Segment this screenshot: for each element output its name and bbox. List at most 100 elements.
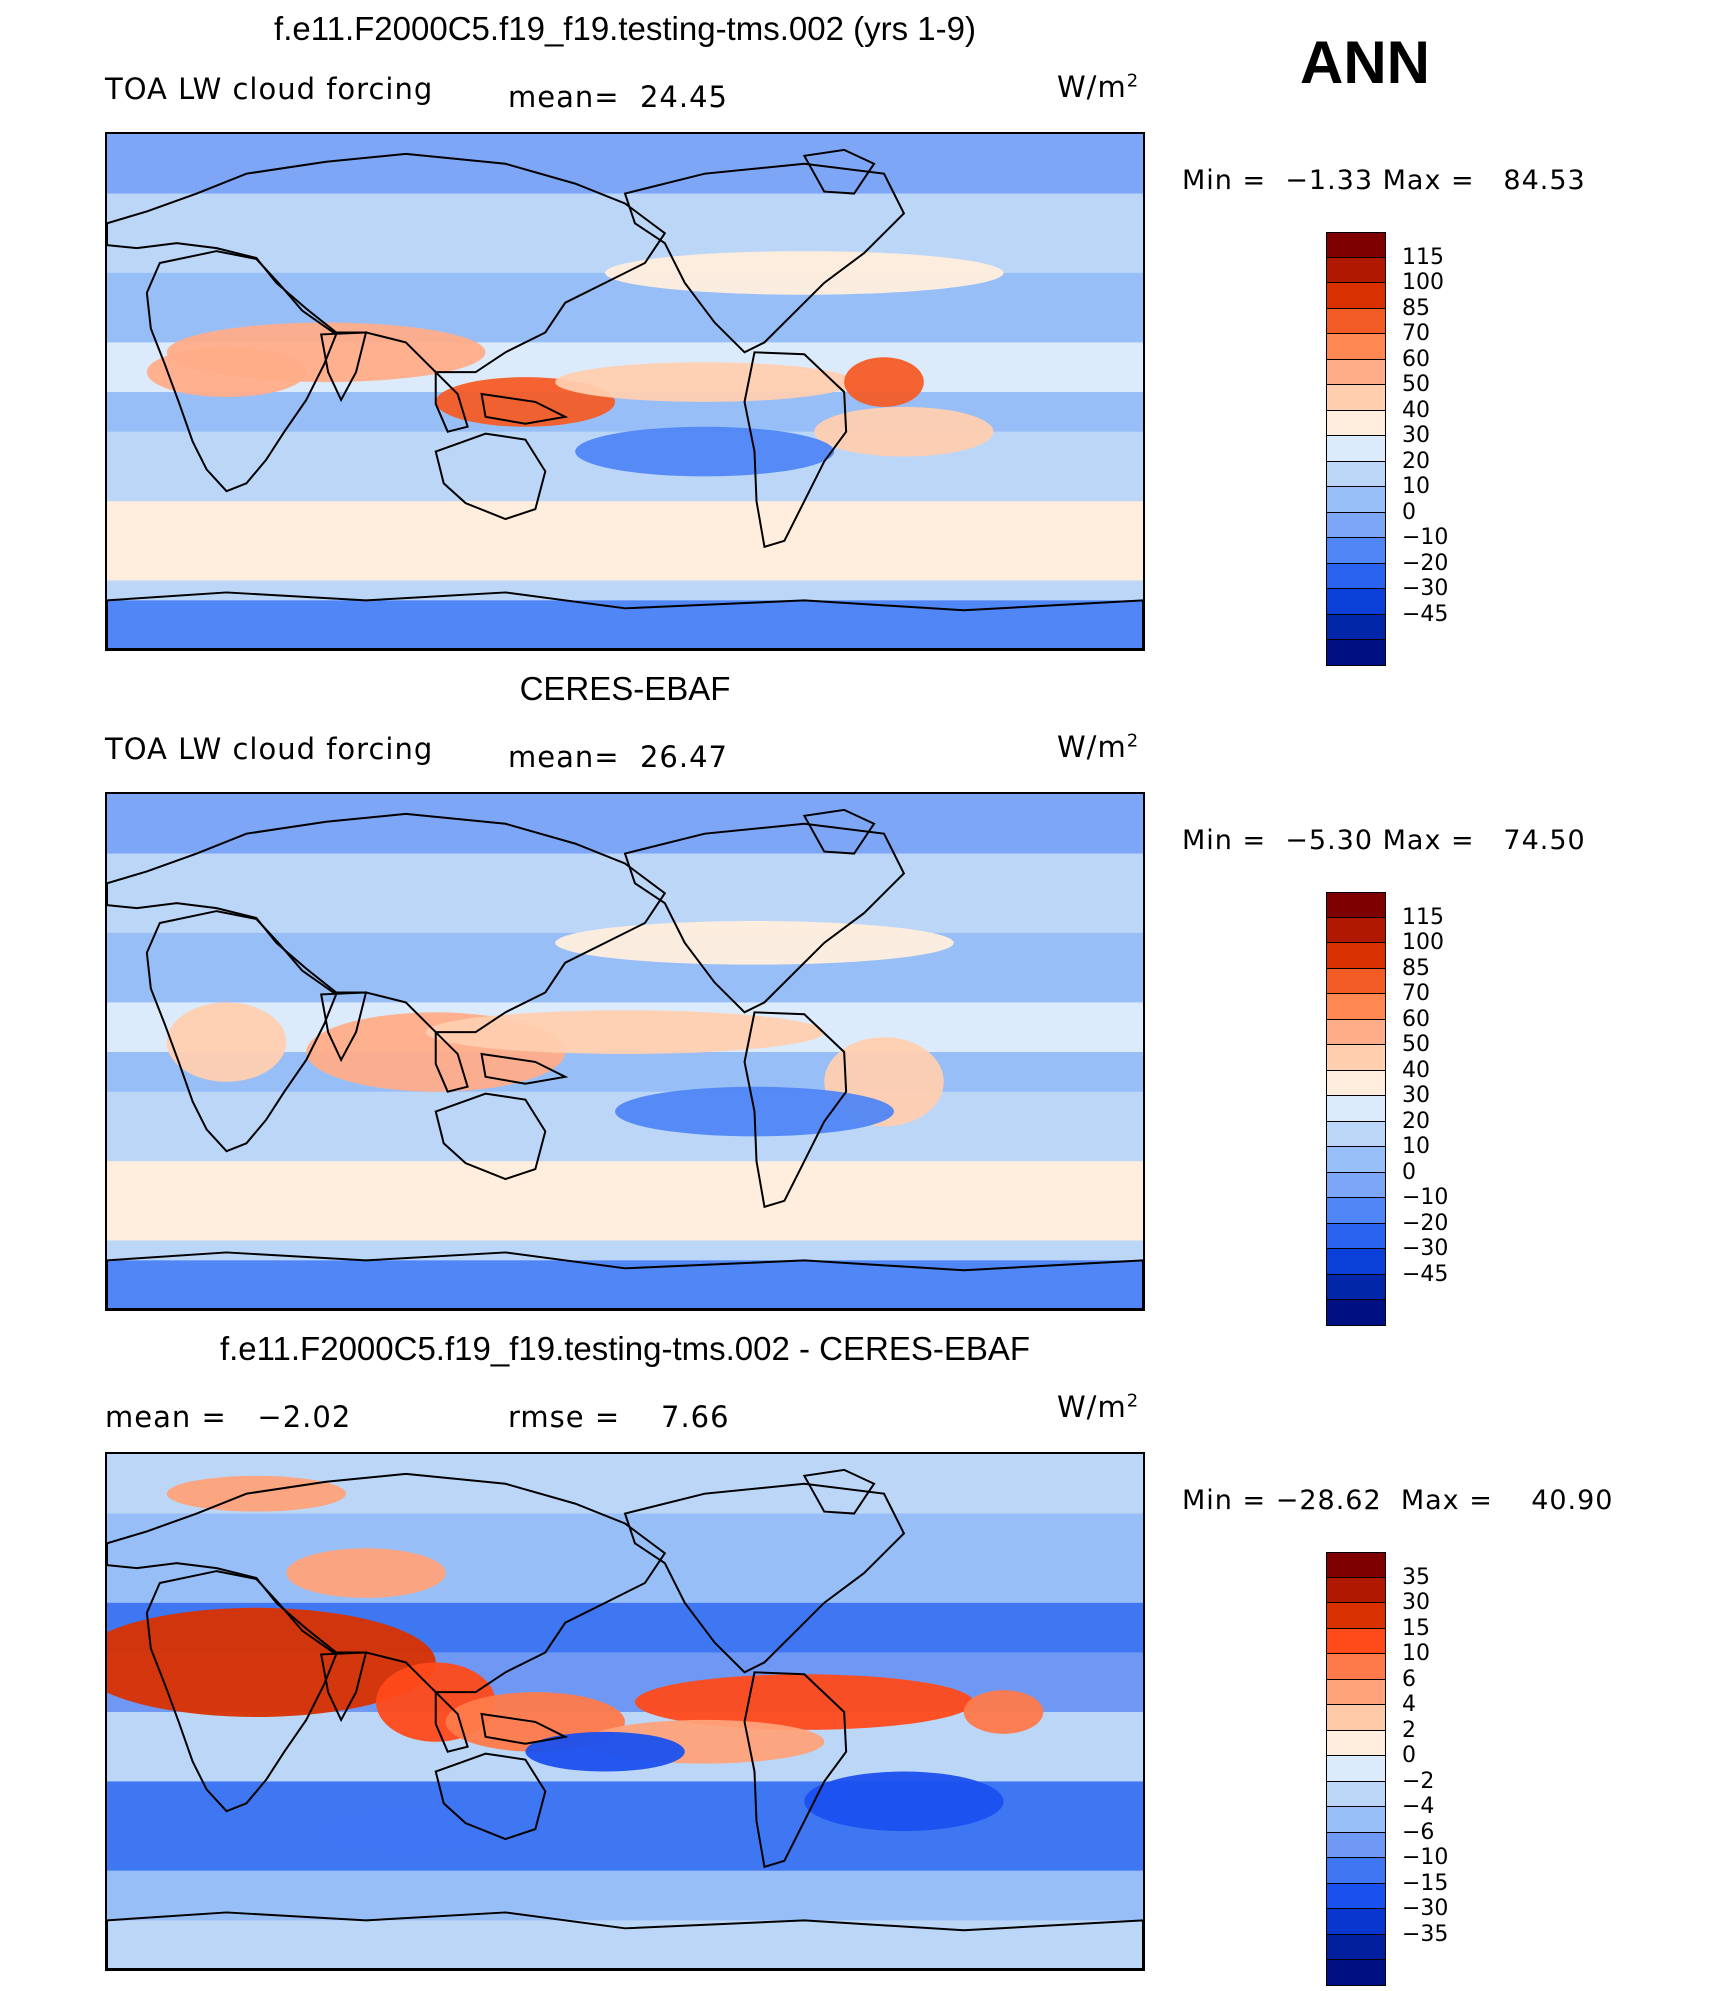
colorbar-swatch bbox=[1326, 1832, 1386, 1858]
colorbar-tick-label: −20 bbox=[1402, 550, 1449, 576]
colorbar-tick-label: 115 bbox=[1402, 904, 1444, 930]
mean-value: 24.45 bbox=[639, 80, 729, 114]
colorbar-tick-label: 70 bbox=[1402, 321, 1430, 346]
rmse-label: rmse = 7.66 bbox=[508, 1400, 730, 1434]
map-plot bbox=[105, 132, 1145, 651]
colorbar-swatch bbox=[1326, 283, 1386, 309]
min-value: −28.62 bbox=[1275, 1485, 1382, 1516]
colorbar-tick-label: −30 bbox=[1402, 1236, 1449, 1261]
colorbar-swatch bbox=[1326, 1121, 1386, 1147]
colorbar-tick-label: 35 bbox=[1402, 1564, 1430, 1590]
colorbar bbox=[1326, 892, 1386, 1326]
units-label: W/m2 bbox=[1057, 70, 1140, 104]
colorbar-swatch bbox=[1326, 1577, 1386, 1603]
colorbar-swatch bbox=[1326, 1249, 1386, 1275]
colorbar-swatch bbox=[1326, 1096, 1386, 1122]
max-value: 40.90 bbox=[1531, 1485, 1614, 1516]
season-label: ANN bbox=[1300, 29, 1430, 96]
colorbar-swatch bbox=[1326, 436, 1386, 462]
mean-value: 26.47 bbox=[639, 740, 729, 774]
colorbar-swatch bbox=[1326, 1730, 1386, 1756]
colorbar-tick-label: 6 bbox=[1402, 1666, 1416, 1692]
colorbar-swatch bbox=[1326, 1045, 1386, 1071]
colorbar-tick-label: 100 bbox=[1402, 930, 1444, 955]
colorbar-swatch bbox=[1326, 1198, 1386, 1224]
panel-title: f.e11.F2000C5.f19_f19.testing-tms.002 (y… bbox=[274, 10, 976, 47]
colorbar-tick-label: 85 bbox=[1402, 295, 1430, 321]
colorbar-tick-label: 115 bbox=[1402, 244, 1444, 270]
colorbar-tick-label: −10 bbox=[1402, 525, 1449, 550]
colorbar-tick-label: 100 bbox=[1402, 270, 1444, 295]
colorbar-tick-label: 2 bbox=[1402, 1717, 1416, 1743]
colorbar-swatch bbox=[1326, 1654, 1386, 1680]
colorbar-swatch bbox=[1326, 1883, 1386, 1909]
colorbar-tick-label: 50 bbox=[1402, 1032, 1430, 1057]
colorbar-swatch bbox=[1326, 1552, 1386, 1578]
colorbar-swatch bbox=[1326, 1960, 1386, 1986]
colorbar-tick-label: −35 bbox=[1402, 1921, 1449, 1947]
mean-label: mean= 24.45 bbox=[508, 80, 729, 114]
colorbar-tick-label: 0 bbox=[1402, 1743, 1416, 1768]
colorbar-swatch bbox=[1326, 1603, 1386, 1629]
panel-title: f.e11.F2000C5.f19_f19.testing-tms.002 - … bbox=[219, 1330, 1031, 1367]
min-max-label: Min = −5.30 Max = 74.50 bbox=[1182, 825, 1586, 856]
colorbar-swatch bbox=[1326, 943, 1386, 969]
units-label: W/m2 bbox=[1057, 1390, 1140, 1424]
colorbar-tick-label: 10 bbox=[1402, 1641, 1430, 1666]
colorbar-tick-label: 85 bbox=[1402, 955, 1430, 981]
mean-label: mean= 26.47 bbox=[508, 740, 729, 774]
colorbar-swatch bbox=[1326, 1172, 1386, 1198]
colorbar-tick-label: −10 bbox=[1402, 1845, 1449, 1870]
colorbar-swatch bbox=[1326, 1781, 1386, 1807]
diff-mean-label: mean = −2.02 bbox=[105, 1400, 352, 1434]
map-plot bbox=[105, 792, 1145, 1311]
colorbar-tick-label: −2 bbox=[1402, 1768, 1435, 1794]
rmse-value: 7.66 bbox=[661, 1400, 730, 1434]
colorbar-swatch bbox=[1326, 1019, 1386, 1045]
colorbar-swatch bbox=[1326, 589, 1386, 615]
colorbar-swatch bbox=[1326, 892, 1386, 918]
variable-label: TOA LW cloud forcing bbox=[105, 732, 434, 766]
colorbar-tick-label: −45 bbox=[1402, 1261, 1449, 1287]
colorbar-tick-label: −30 bbox=[1402, 1896, 1449, 1921]
colorbar-swatch bbox=[1326, 487, 1386, 513]
colorbar-tick-label: 10 bbox=[1402, 474, 1430, 499]
colorbar-tick-label: −6 bbox=[1402, 1819, 1435, 1845]
colorbar-tick-label: −10 bbox=[1402, 1185, 1449, 1210]
colorbar-tick-label: 40 bbox=[1402, 1057, 1430, 1083]
colorbar-tick-label: 0 bbox=[1402, 499, 1416, 525]
colorbar-swatch bbox=[1326, 917, 1386, 943]
colorbar-swatch bbox=[1326, 1628, 1386, 1654]
colorbar-swatch bbox=[1326, 257, 1386, 283]
colorbar-swatch bbox=[1326, 1705, 1386, 1731]
colorbar-swatch bbox=[1326, 334, 1386, 360]
colorbar-swatch bbox=[1326, 994, 1386, 1020]
max-value: 74.50 bbox=[1503, 825, 1586, 856]
colorbar-tick-label: 70 bbox=[1402, 981, 1430, 1006]
colorbar-swatch bbox=[1326, 1934, 1386, 1960]
colorbar bbox=[1326, 1552, 1386, 1986]
colorbar-swatch bbox=[1326, 614, 1386, 640]
min-max-label: Min = −28.62 Max = 40.90 bbox=[1182, 1485, 1614, 1516]
colorbar-swatch bbox=[1326, 1274, 1386, 1300]
colorbar-swatch bbox=[1326, 308, 1386, 334]
colorbar-swatch bbox=[1326, 410, 1386, 436]
units-label: W/m2 bbox=[1057, 730, 1140, 764]
colorbar-tick-label: −45 bbox=[1402, 601, 1449, 627]
colorbar-swatch bbox=[1326, 1756, 1386, 1782]
colorbar-swatch bbox=[1326, 1909, 1386, 1935]
colorbar-swatch bbox=[1326, 232, 1386, 258]
panel-observation: CERES-EBAF TOA LW cloud forcing mean= 26… bbox=[0, 660, 1710, 1326]
colorbar-tick-label: 0 bbox=[1402, 1159, 1416, 1185]
colorbar-swatch bbox=[1326, 968, 1386, 994]
colorbar-swatch bbox=[1326, 1679, 1386, 1705]
colorbar-tick-label: 20 bbox=[1402, 1108, 1430, 1134]
variable-label: TOA LW cloud forcing bbox=[105, 72, 434, 106]
colorbar-tick-label: 60 bbox=[1402, 1006, 1430, 1032]
colorbar-tick-label: 30 bbox=[1402, 423, 1430, 448]
colorbar-swatch bbox=[1326, 512, 1386, 538]
min-value: −5.30 bbox=[1285, 825, 1374, 856]
colorbar-tick-label: −4 bbox=[1402, 1794, 1435, 1819]
colorbar-tick-label: 40 bbox=[1402, 397, 1430, 423]
colorbar-tick-label: 30 bbox=[1402, 1083, 1430, 1108]
